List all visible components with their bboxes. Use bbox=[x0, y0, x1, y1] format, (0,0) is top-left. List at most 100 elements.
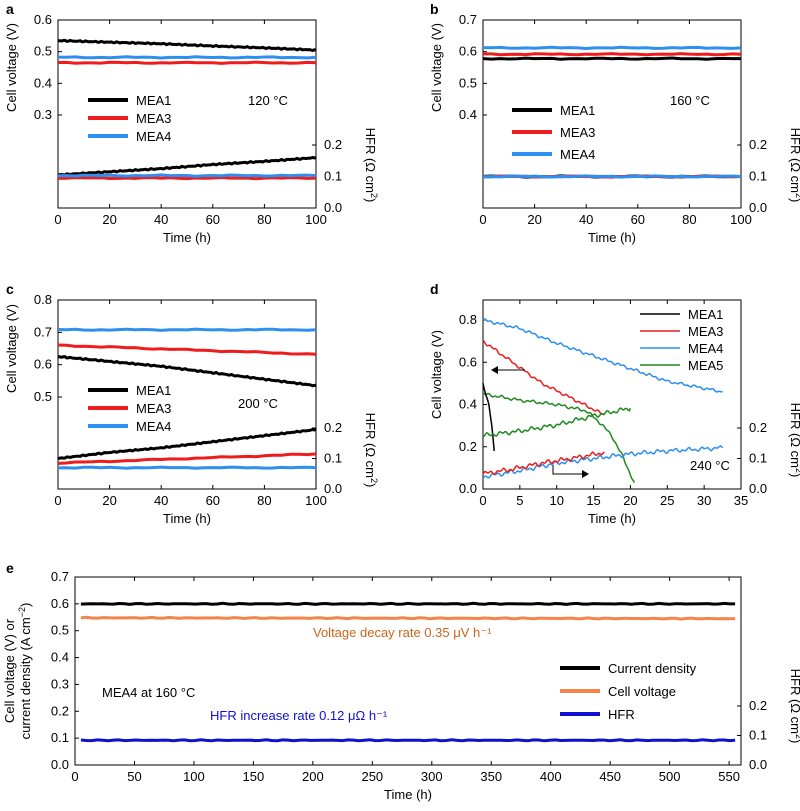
y-tick-label: 0.3 bbox=[51, 676, 69, 691]
legend-label: MEA1 bbox=[136, 93, 171, 108]
x-tick-label: 10 bbox=[549, 493, 563, 508]
y2-axis-label: HFR (Ω cm2) bbox=[788, 403, 800, 478]
x-tick-label: 15 bbox=[586, 493, 600, 508]
y2-axis-label: HFR (Ω cm2) bbox=[788, 128, 800, 203]
panel-e-annotations: Voltage decay rate 0.35 μV h⁻¹ HFR increa… bbox=[102, 625, 492, 723]
legend-label: HFR bbox=[608, 707, 635, 722]
x-tick-label: 50 bbox=[127, 769, 141, 784]
superscript: −2 bbox=[17, 607, 27, 617]
superscript: 2 bbox=[794, 468, 800, 473]
y-axis-label: Cell voltage (V) bbox=[4, 304, 19, 393]
arrowhead-right bbox=[582, 470, 589, 478]
superscript: 2 bbox=[794, 193, 800, 198]
series-line-mea1 bbox=[482, 56, 741, 61]
x-tick-label: 0 bbox=[71, 769, 78, 784]
panel-letter: c bbox=[6, 281, 14, 297]
x-tick-label: 60 bbox=[206, 212, 220, 227]
y-tick-label: 0.4 bbox=[459, 397, 477, 412]
y-tick-label: 0.7 bbox=[34, 324, 52, 339]
series-line-mea4 bbox=[57, 465, 317, 470]
series-line-mea5 bbox=[482, 392, 635, 483]
superscript: 2 bbox=[369, 193, 379, 198]
legend-label: Cell voltage bbox=[608, 684, 676, 699]
series-line-mea4 bbox=[482, 45, 742, 51]
x-tick-label: 80 bbox=[682, 212, 696, 227]
temperature-label: 120 °C bbox=[248, 93, 288, 108]
legend-label: MEA3 bbox=[136, 401, 171, 416]
legend-label: MEA1 bbox=[136, 383, 171, 398]
y2-tick-label: 0.0 bbox=[749, 481, 767, 496]
series-line-mea1 bbox=[57, 427, 317, 460]
series-line-mea3 bbox=[57, 343, 317, 356]
panel-e: 0 50 100 150 200 250 300 350 400 450 500 550 Time (h… bbox=[2, 560, 800, 802]
x-tick-label: 60 bbox=[206, 493, 220, 508]
panel-a: 0 20 40 60 80 100 Time (h) 0.3 0.4 0.5 0.6 Cell vol… bbox=[4, 1, 379, 245]
x-tick-label: 35 bbox=[734, 493, 748, 508]
arrowhead-left bbox=[491, 366, 498, 374]
series-line-mea4 bbox=[482, 318, 723, 393]
y-tick-label: 0.7 bbox=[51, 569, 69, 584]
legend-label: MEA3 bbox=[136, 111, 171, 126]
y-tick-label: 0.5 bbox=[51, 623, 69, 638]
legend-label: MEA3 bbox=[688, 324, 723, 339]
y-tick-label: 0.5 bbox=[459, 75, 477, 90]
series-line-mea3 bbox=[483, 52, 742, 57]
y-tick-label: 0.6 bbox=[459, 44, 477, 59]
legend-label: MEA1 bbox=[688, 307, 723, 322]
x-tick-label: 0 bbox=[479, 493, 486, 508]
x-tick-label: 150 bbox=[243, 769, 265, 784]
x-tick-label: 300 bbox=[421, 769, 443, 784]
series-line-mea1 bbox=[482, 383, 495, 452]
plot-frame bbox=[57, 19, 317, 209]
y2-tick-label: 0.0 bbox=[749, 757, 767, 772]
plot-frame bbox=[74, 576, 742, 766]
legend-label: Current density bbox=[608, 661, 697, 676]
y2-tick-label: 0.0 bbox=[324, 481, 342, 496]
y2-tick-label: 0.1 bbox=[324, 451, 342, 466]
legend-label: MEA3 bbox=[560, 125, 595, 140]
y-tick-label: 0.4 bbox=[51, 650, 69, 665]
y2-tick-label: 0.2 bbox=[749, 137, 767, 152]
series-line-mea4 bbox=[482, 174, 742, 179]
x-tick-label: 350 bbox=[480, 769, 502, 784]
panel-letter: a bbox=[6, 1, 14, 17]
y2-tick-label: 0.0 bbox=[749, 200, 767, 215]
paren: ) bbox=[363, 483, 378, 487]
y-tick-label: 0.5 bbox=[34, 44, 52, 59]
panel-letter: e bbox=[6, 560, 14, 576]
x-axis-label: Time (h) bbox=[163, 230, 211, 245]
y-tick-label: 0.4 bbox=[34, 75, 52, 90]
panel-c: 0 20 40 60 80 100 Time (h) 0.5 0.6 0.7 0.8 Cell vol… bbox=[4, 281, 379, 526]
x-tick-label: 450 bbox=[599, 769, 621, 784]
plot-frame bbox=[57, 299, 317, 490]
legend-label: MEA4 bbox=[136, 419, 171, 434]
y-tick-label: 0.3 bbox=[34, 107, 52, 122]
y-tick-label: 0.6 bbox=[459, 354, 477, 369]
temperature-label: 200 °C bbox=[238, 396, 278, 411]
series-line-mea3 bbox=[57, 452, 317, 465]
y2-tick-label: 0.2 bbox=[324, 420, 342, 435]
decay-annotation: Voltage decay rate 0.35 μV h⁻¹ bbox=[313, 625, 492, 640]
series-line-mea5 bbox=[482, 407, 632, 438]
arrow-right bbox=[552, 465, 585, 475]
x-tick-label: 25 bbox=[660, 493, 674, 508]
y2-axis-label: HFR (Ω cm2) bbox=[363, 128, 379, 203]
series-line-mea3 bbox=[482, 339, 606, 416]
plot-frame bbox=[482, 299, 742, 490]
series-line-mea1 bbox=[57, 38, 317, 53]
panel-d-arrows bbox=[491, 366, 589, 478]
y-axis-label: Cell voltage (V) bbox=[429, 23, 444, 112]
x-tick-label: 20 bbox=[102, 493, 116, 508]
y-tick-label: 0.8 bbox=[34, 292, 52, 307]
x-tick-label: 60 bbox=[631, 212, 645, 227]
x-tick-label: 550 bbox=[718, 769, 740, 784]
series-line-mea1 bbox=[57, 155, 317, 177]
series-line-mea4 bbox=[57, 55, 317, 60]
paren: ) bbox=[18, 603, 33, 607]
y-tick-label: 0.0 bbox=[459, 481, 477, 496]
y-tick-label: 0.2 bbox=[459, 439, 477, 454]
y-axis-label-2: current density (A cm−2) bbox=[17, 603, 33, 740]
y2-axis-label: HFR (Ω cm2) bbox=[788, 669, 800, 744]
x-tick-label: 40 bbox=[154, 493, 168, 508]
